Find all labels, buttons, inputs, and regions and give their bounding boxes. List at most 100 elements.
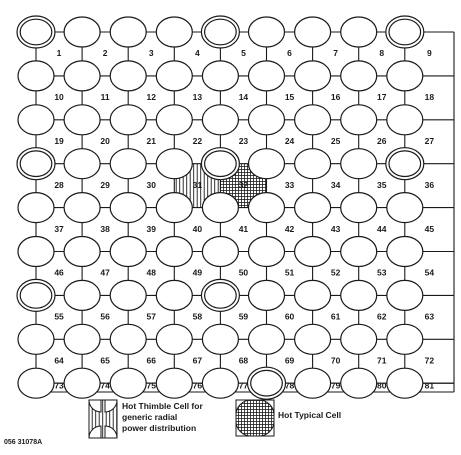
guide-thimble-rod <box>200 15 240 49</box>
fuel-rod <box>17 235 55 268</box>
subchannel-number: 47 <box>100 268 110 278</box>
fuel-rod <box>294 60 332 92</box>
subchannel-number: 73 <box>54 380 64 390</box>
subchannel-number: 22 <box>193 136 203 146</box>
legend-typical-rod-arc <box>258 399 275 416</box>
subchannel-number: 19 <box>54 136 64 146</box>
fuel-rod <box>201 60 239 92</box>
legend-thimble-rod-arc <box>104 399 118 413</box>
legend-thimble-rod-arc <box>88 425 102 439</box>
fuel-rod <box>63 323 101 355</box>
subchannel-number: 61 <box>331 312 341 322</box>
fuel-rod <box>109 148 147 180</box>
subchannel-number: 53 <box>377 268 387 278</box>
guide-thimble-rod-inner <box>203 282 237 309</box>
guide-thimble-rod <box>385 147 425 181</box>
fuel-rod <box>247 104 286 136</box>
subchannel-number: 32 <box>239 180 249 190</box>
fuel-rod <box>294 192 332 224</box>
fuel-rod <box>155 279 193 311</box>
subchannel-number: 36 <box>425 180 435 190</box>
subchannel-number: 37 <box>54 224 64 234</box>
fuel-rod <box>340 367 378 399</box>
subchannel-number: 26 <box>377 136 387 146</box>
fuel-rod <box>109 192 147 224</box>
fuel-rod <box>340 323 378 355</box>
fuel-rod <box>63 16 101 48</box>
legend-thimble-rod-arc <box>88 399 102 413</box>
guide-thimble-rod-inner <box>203 150 237 178</box>
legend-thimble-swatch <box>88 399 118 439</box>
fuel-rod <box>340 192 378 224</box>
subchannel-number: 79 <box>331 380 341 390</box>
subchannel-number: 55 <box>54 312 64 322</box>
fuel-rod <box>63 104 101 136</box>
fuel-rod <box>17 104 55 136</box>
fuel-rod <box>109 279 147 311</box>
fuel-rod <box>247 235 286 268</box>
fuel-rod <box>155 235 193 268</box>
fuel-rod <box>340 279 378 311</box>
fuel-rod <box>155 60 193 92</box>
subchannel-number: 8 <box>379 48 384 58</box>
subchannel-number: 27 <box>425 136 435 146</box>
subchannel-number: 65 <box>100 356 110 366</box>
subchannel-number: 80 <box>377 380 387 390</box>
subchannel-number: 20 <box>100 136 110 146</box>
subchannel-number: 25 <box>331 136 341 146</box>
fuel-rod <box>340 235 378 268</box>
fuel-rod <box>386 104 424 136</box>
guide-thimble-rod <box>16 147 56 181</box>
subchannel-number: 74 <box>100 380 110 390</box>
subchannel-number: 54 <box>425 268 435 278</box>
subchannel-number: 44 <box>377 224 387 234</box>
legend-typical-rod-arc <box>235 420 252 437</box>
fuel-rod <box>109 235 147 268</box>
fuel-rod <box>63 367 101 399</box>
figure-id: 056 31078A <box>4 439 42 446</box>
guide-thimble-rod <box>200 278 240 312</box>
fuel-rod <box>386 367 424 399</box>
subchannel-number: 24 <box>285 136 295 146</box>
guide-thimble-rod-inner <box>388 150 422 178</box>
subchannel-number: 45 <box>425 224 435 234</box>
subchannel-number: 13 <box>193 92 203 102</box>
subchannel-number: 68 <box>239 356 249 366</box>
subchannel-number: 40 <box>193 224 203 234</box>
subchannel-number: 41 <box>239 224 249 234</box>
subchannel-number: 16 <box>331 92 341 102</box>
fuel-rod <box>386 323 424 355</box>
subchannel-number: 58 <box>193 312 203 322</box>
fuel-rod <box>386 192 424 224</box>
fuel-rod <box>201 367 239 399</box>
subchannel-number: 70 <box>331 356 341 366</box>
guide-thimble-rod-inner <box>19 150 53 178</box>
subchannel-number: 17 <box>377 92 387 102</box>
guide-thimble-rod-inner <box>388 18 422 46</box>
fuel-rod <box>155 148 193 180</box>
legend-typical-swatch <box>235 399 275 437</box>
subchannel-number: 34 <box>331 180 341 190</box>
subchannel-number: 33 <box>285 180 295 190</box>
subchannel-number: 6 <box>287 48 292 58</box>
fuel-rod <box>247 148 286 180</box>
subchannel-number: 49 <box>193 268 203 278</box>
subchannel-number: 12 <box>147 92 157 102</box>
fuel-rod <box>155 323 193 355</box>
subchannel-number: 72 <box>425 356 435 366</box>
fuel-rod <box>109 16 147 48</box>
subchannel-number: 31 <box>193 180 203 190</box>
fuel-rod <box>294 235 332 268</box>
fuel-rod <box>63 148 101 180</box>
subchannel-number: 77 <box>239 380 249 390</box>
fuel-rod <box>247 323 286 355</box>
fuel-rod <box>247 60 286 92</box>
fuel-rod <box>294 279 332 311</box>
fuel-rod <box>17 323 55 355</box>
fuel-rod <box>201 323 239 355</box>
subchannel-number: 7 <box>333 48 338 58</box>
subchannel-number: 43 <box>331 224 341 234</box>
subchannel-number: 50 <box>239 268 249 278</box>
subchannel-number: 60 <box>285 312 295 322</box>
